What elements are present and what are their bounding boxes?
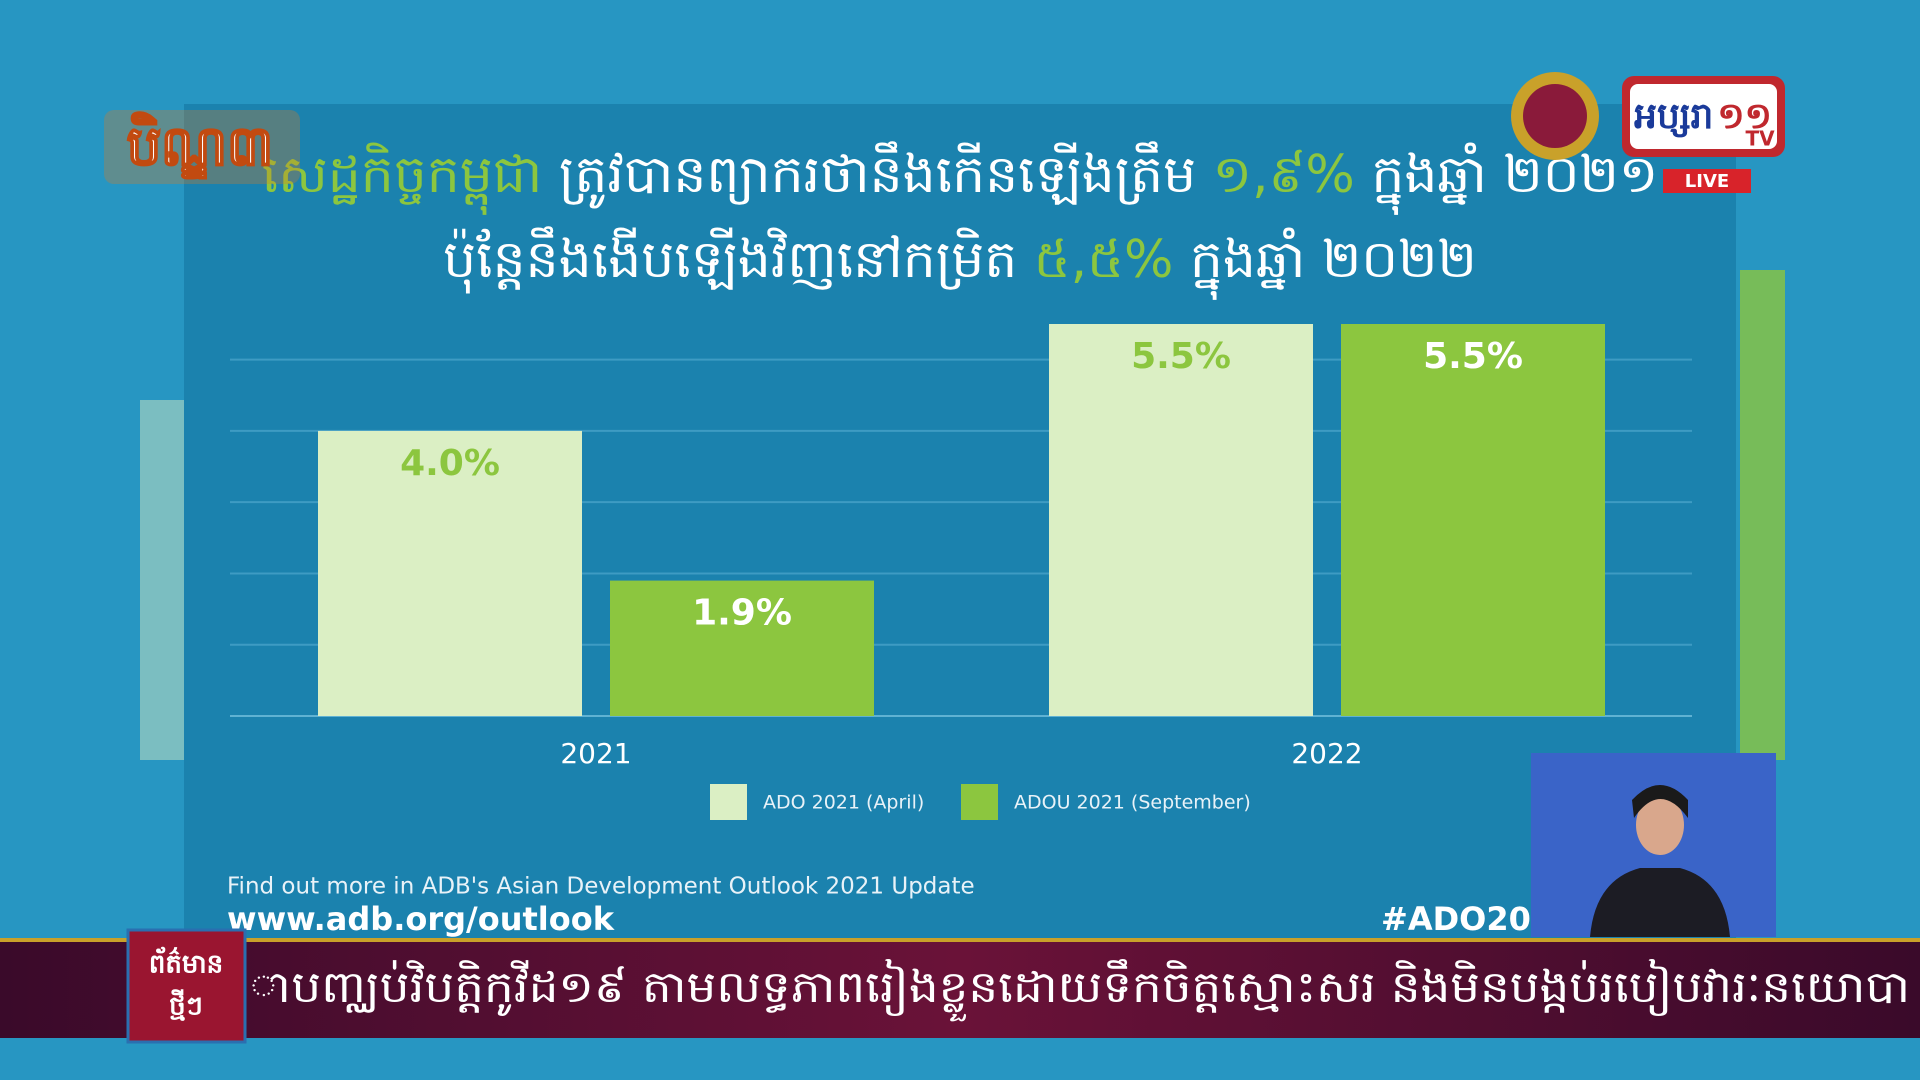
live-badge: [1663, 169, 1751, 193]
channel-logo-inner: [1630, 84, 1777, 149]
program-logo-bg: [104, 110, 300, 184]
blurred-bar: [140, 400, 190, 760]
emblem-inner: [1523, 84, 1587, 148]
bar: [610, 580, 874, 716]
signer-body: [1590, 868, 1730, 937]
value-label: 5.5%: [1423, 336, 1523, 377]
signer-hair: [1632, 785, 1688, 818]
value-label: 5.5%: [1131, 336, 1231, 377]
title-part: ក្នុងឆ្នាំ ២០២១: [1355, 142, 1658, 215]
x-tick-label: 2021: [560, 737, 631, 770]
ticker-bar: [0, 940, 1920, 1038]
signer-head: [1636, 795, 1684, 855]
channel-number: ១១: [1717, 96, 1772, 137]
bar: [318, 430, 582, 716]
live-label: LIVE: [1685, 171, 1729, 192]
chart-title: ប៉ុន្តែនឹងងើបឡើងវិញនៅកម្រិត ៥,៥% ក្នុងឆ្…: [443, 226, 1477, 300]
hashtag: #ADO20: [1381, 900, 1531, 938]
ticker-text: ាបញ្ឈប់វិបត្តិកូវីដ១៩ តាមលទ្ធភាពរៀងខ្លួន…: [250, 959, 1910, 1022]
bar: [1341, 324, 1605, 716]
ticker-label: ថ្មីៗ: [169, 989, 203, 1022]
footer-text: Find out more in ADB's Asian Development…: [227, 874, 975, 900]
legend-label: ADO 2021 (April): [763, 792, 924, 814]
value-label: 4.0%: [400, 443, 500, 484]
x-tick-label: 2022: [1291, 737, 1362, 770]
title-part: ៥,៥%: [1034, 230, 1174, 290]
title-part: ប៉ុន្តែនឹងងើបឡើងវិញនៅកម្រិត: [443, 226, 1034, 294]
title-part: ក្នុងឆ្នាំ ២០២២: [1173, 227, 1476, 300]
value-label: 1.9%: [692, 593, 792, 634]
channel-tv: TV: [1745, 127, 1775, 151]
program-logo: បិណ្ឌ៣: [127, 112, 273, 180]
title-part: សេដ្ឋកិច្ចកម្ពុជា: [262, 142, 543, 215]
chart-title: សេដ្ឋកិច្ចកម្ពុជា ត្រូវបានព្យាករថានឹងកើន…: [262, 141, 1659, 215]
channel-name: អប្សរា ១១: [1634, 96, 1772, 138]
channel-word: អប្សរា: [1634, 96, 1713, 138]
logos: [104, 72, 1785, 193]
legend-label: ADOU 2021 (September): [1014, 792, 1251, 814]
ticker-label-box: [126, 928, 247, 1044]
legend-swatch: [961, 784, 998, 820]
ticker-border: [0, 938, 1920, 942]
sign-language-inset: [1531, 753, 1776, 937]
title-part: ១,៩%: [1213, 145, 1355, 205]
ticker-label: ព័ត៌មាន: [149, 947, 223, 980]
bar: [1049, 324, 1313, 716]
legend-swatch: [710, 784, 747, 820]
footer-url: www.adb.org/outlook: [227, 900, 615, 938]
title-part: ត្រូវបានព្យាករថានឹងកើនឡើងត្រឹម: [542, 141, 1212, 209]
blurred-bar: [1740, 270, 1785, 760]
